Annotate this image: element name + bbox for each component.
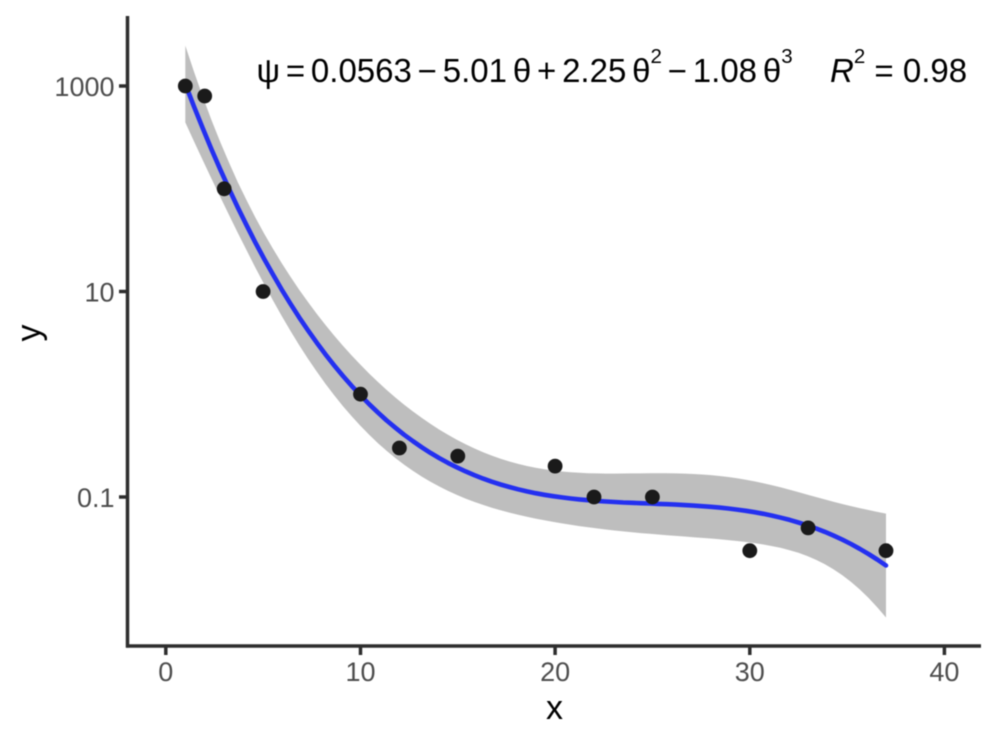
svg-text:x: x <box>546 689 563 727</box>
svg-text:10: 10 <box>345 657 375 687</box>
svg-text:R2 = 0.98: R2 = 0.98 <box>830 45 967 89</box>
svg-text:30: 30 <box>735 657 765 687</box>
svg-text:40: 40 <box>929 657 959 687</box>
svg-text:10: 10 <box>84 277 114 307</box>
svg-text:y: y <box>10 325 48 342</box>
svg-text:ψ = 0.0563 − 5.01 θ + 2.25 θ2: ψ = 0.0563 − 5.01 θ + 2.25 θ2 − 1.08 θ3 <box>257 45 793 89</box>
svg-text:0: 0 <box>158 657 173 687</box>
svg-text:0.1: 0.1 <box>77 483 115 513</box>
svg-text:1000: 1000 <box>54 72 114 102</box>
svg-text:20: 20 <box>540 657 570 687</box>
